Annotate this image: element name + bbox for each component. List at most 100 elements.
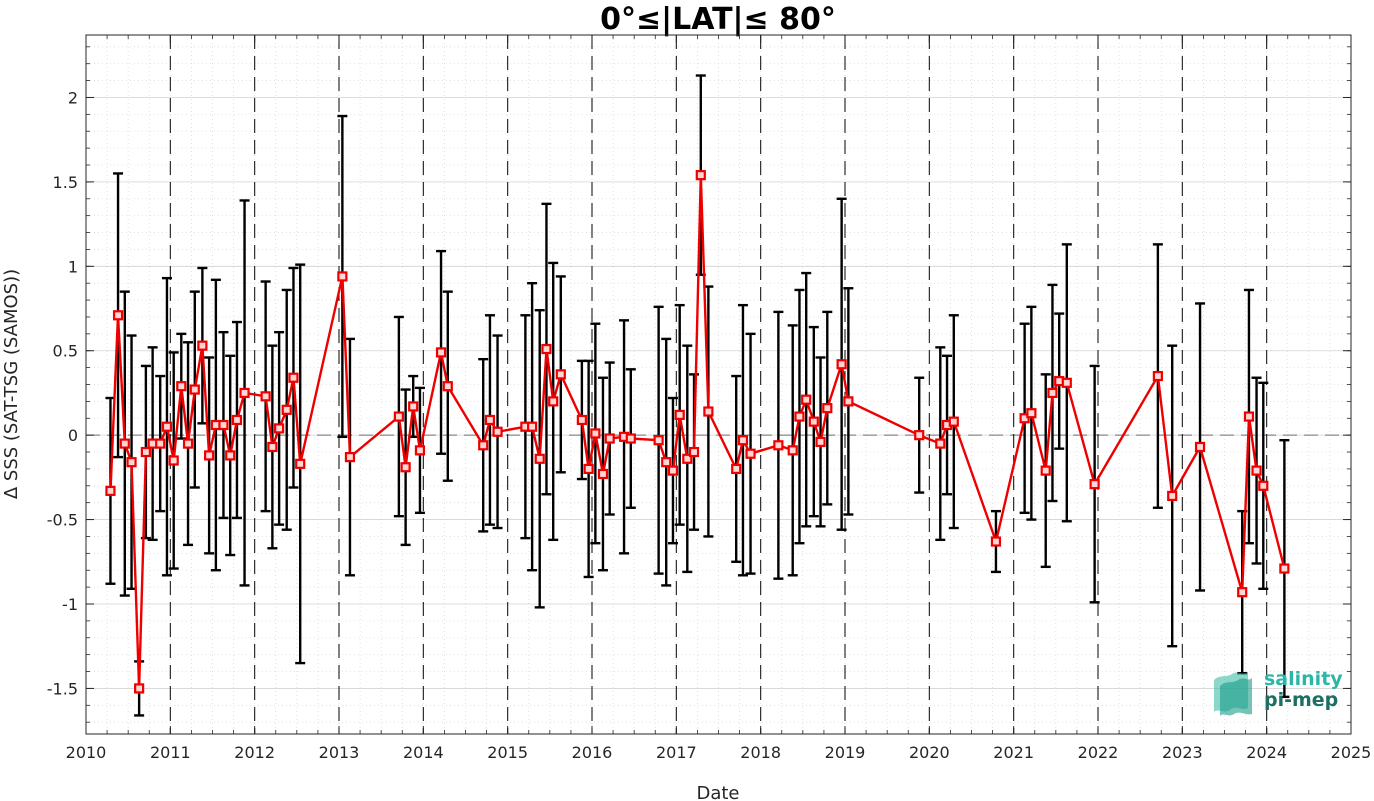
x-tick-label: 2017 [656,743,697,762]
data-point-marker [484,414,496,426]
data-point-marker [653,435,664,446]
data-point-marker [105,485,116,496]
data-point-marker [1243,411,1255,422]
data-point-marker [478,440,489,451]
data-point-marker [400,462,411,473]
data-point-marker [794,411,805,422]
data-point-marker [168,455,179,466]
x-tick-label: 2023 [1162,743,1203,762]
data-point-marker [295,458,306,469]
data-point-marker [442,381,453,392]
logo-wave-mark-2 [1220,678,1252,716]
data-point-marker [661,457,672,468]
data-point-marker [1061,377,1072,388]
data-point-marker [801,394,812,405]
data-point-marker [527,421,538,432]
data-point-marker [288,372,299,383]
x-tick-label: 2025 [1331,743,1372,762]
data-point-marker [815,436,826,448]
data-point-marker [182,438,194,449]
data-point-marker [808,416,819,427]
data-point-marker [548,396,559,407]
data-point-marker [408,401,419,412]
data-point-marker [1026,408,1037,419]
data-point-marker [218,419,229,431]
x-tick-label: 2013 [319,743,360,762]
data-point-marker [576,414,587,426]
data-point-marker [625,433,636,444]
data-point-marker [140,446,151,458]
data-point-marker [695,170,706,181]
data-point-marker [161,421,173,432]
x-tick-label: 2021 [993,743,1034,762]
data-point-marker [836,359,847,370]
data-point-marker [126,457,137,468]
data-point-marker [393,411,404,422]
data-point-marker [274,423,285,434]
x-tick-label: 2011 [150,743,191,762]
x-tick-label: 2020 [909,743,950,762]
data-point-marker [1237,587,1248,598]
data-point-marker [935,438,946,449]
data-point-marker [204,450,215,461]
data-point-marker [260,391,271,402]
data-point-marker [682,453,693,464]
data-point-marker [1152,370,1163,382]
data-point-marker [737,435,749,446]
y-tick-label: 0 [68,426,78,445]
data-point-marker [914,430,925,441]
x-tick-label: 2012 [234,743,275,762]
data-point-marker [231,414,243,426]
data-point-marker [745,448,756,459]
data-point-marker [773,440,784,451]
data-point-marker [1251,465,1262,476]
data-point-marker [541,343,552,355]
data-point-marker [155,438,166,449]
y-tick-label: 2 [68,88,78,107]
x-tick-label: 2014 [403,743,444,762]
data-point-marker [1279,563,1290,574]
data-point-marker [492,426,503,437]
data-point-marker [344,452,356,463]
data-point-marker [1089,479,1100,490]
data-point-marker [731,463,742,475]
data-point-marker [119,438,130,449]
x-tick-label: 2018 [740,743,781,762]
x-tick-label: 2015 [487,743,528,762]
data-point-marker [176,381,187,392]
y-tick-label: -1.5 [47,679,78,698]
data-point-marker [239,387,250,399]
data-point-marker [1167,490,1178,502]
data-point-marker [843,396,854,407]
y-axis-label: Δ SSS (SAT-TSG (SAMOS)) [1,269,22,499]
data-point-marker [688,446,700,458]
y-tick-label: -1 [62,595,78,614]
x-tick-label: 2022 [1078,743,1119,762]
y-tick-label: 0.5 [53,342,78,361]
data-point-marker [267,441,278,453]
data-point-marker [112,310,124,321]
data-point-marker [281,404,292,415]
axis-tick-layer: 2010 2011 2012 2013 2014 2015 2016 2017 2018 2019… [47,35,1372,762]
logo-text-salinity: salinity [1264,668,1343,690]
y-tick-label: -0.5 [47,511,78,530]
x-tick-label: 2019 [825,743,866,762]
data-point-marker [1194,441,1206,453]
marker-layer [105,170,1290,694]
data-point-marker [337,271,348,282]
data-point-marker [590,428,601,439]
data-point-marker [1047,387,1058,399]
data-point-marker [414,445,426,456]
data-point-marker [674,409,685,420]
data-point-marker [948,416,959,427]
grid-layer [85,35,1352,734]
data-point-marker [189,384,200,395]
data-point-marker [534,453,545,464]
data-point-marker [667,465,679,476]
logo-text-pimep: pi-mep [1264,689,1338,711]
y-tick-label: 1 [68,257,78,276]
data-point-marker [597,468,609,480]
year-divider-layer [169,35,1268,734]
data-point-marker [822,403,833,414]
data-point-marker [990,536,1002,547]
